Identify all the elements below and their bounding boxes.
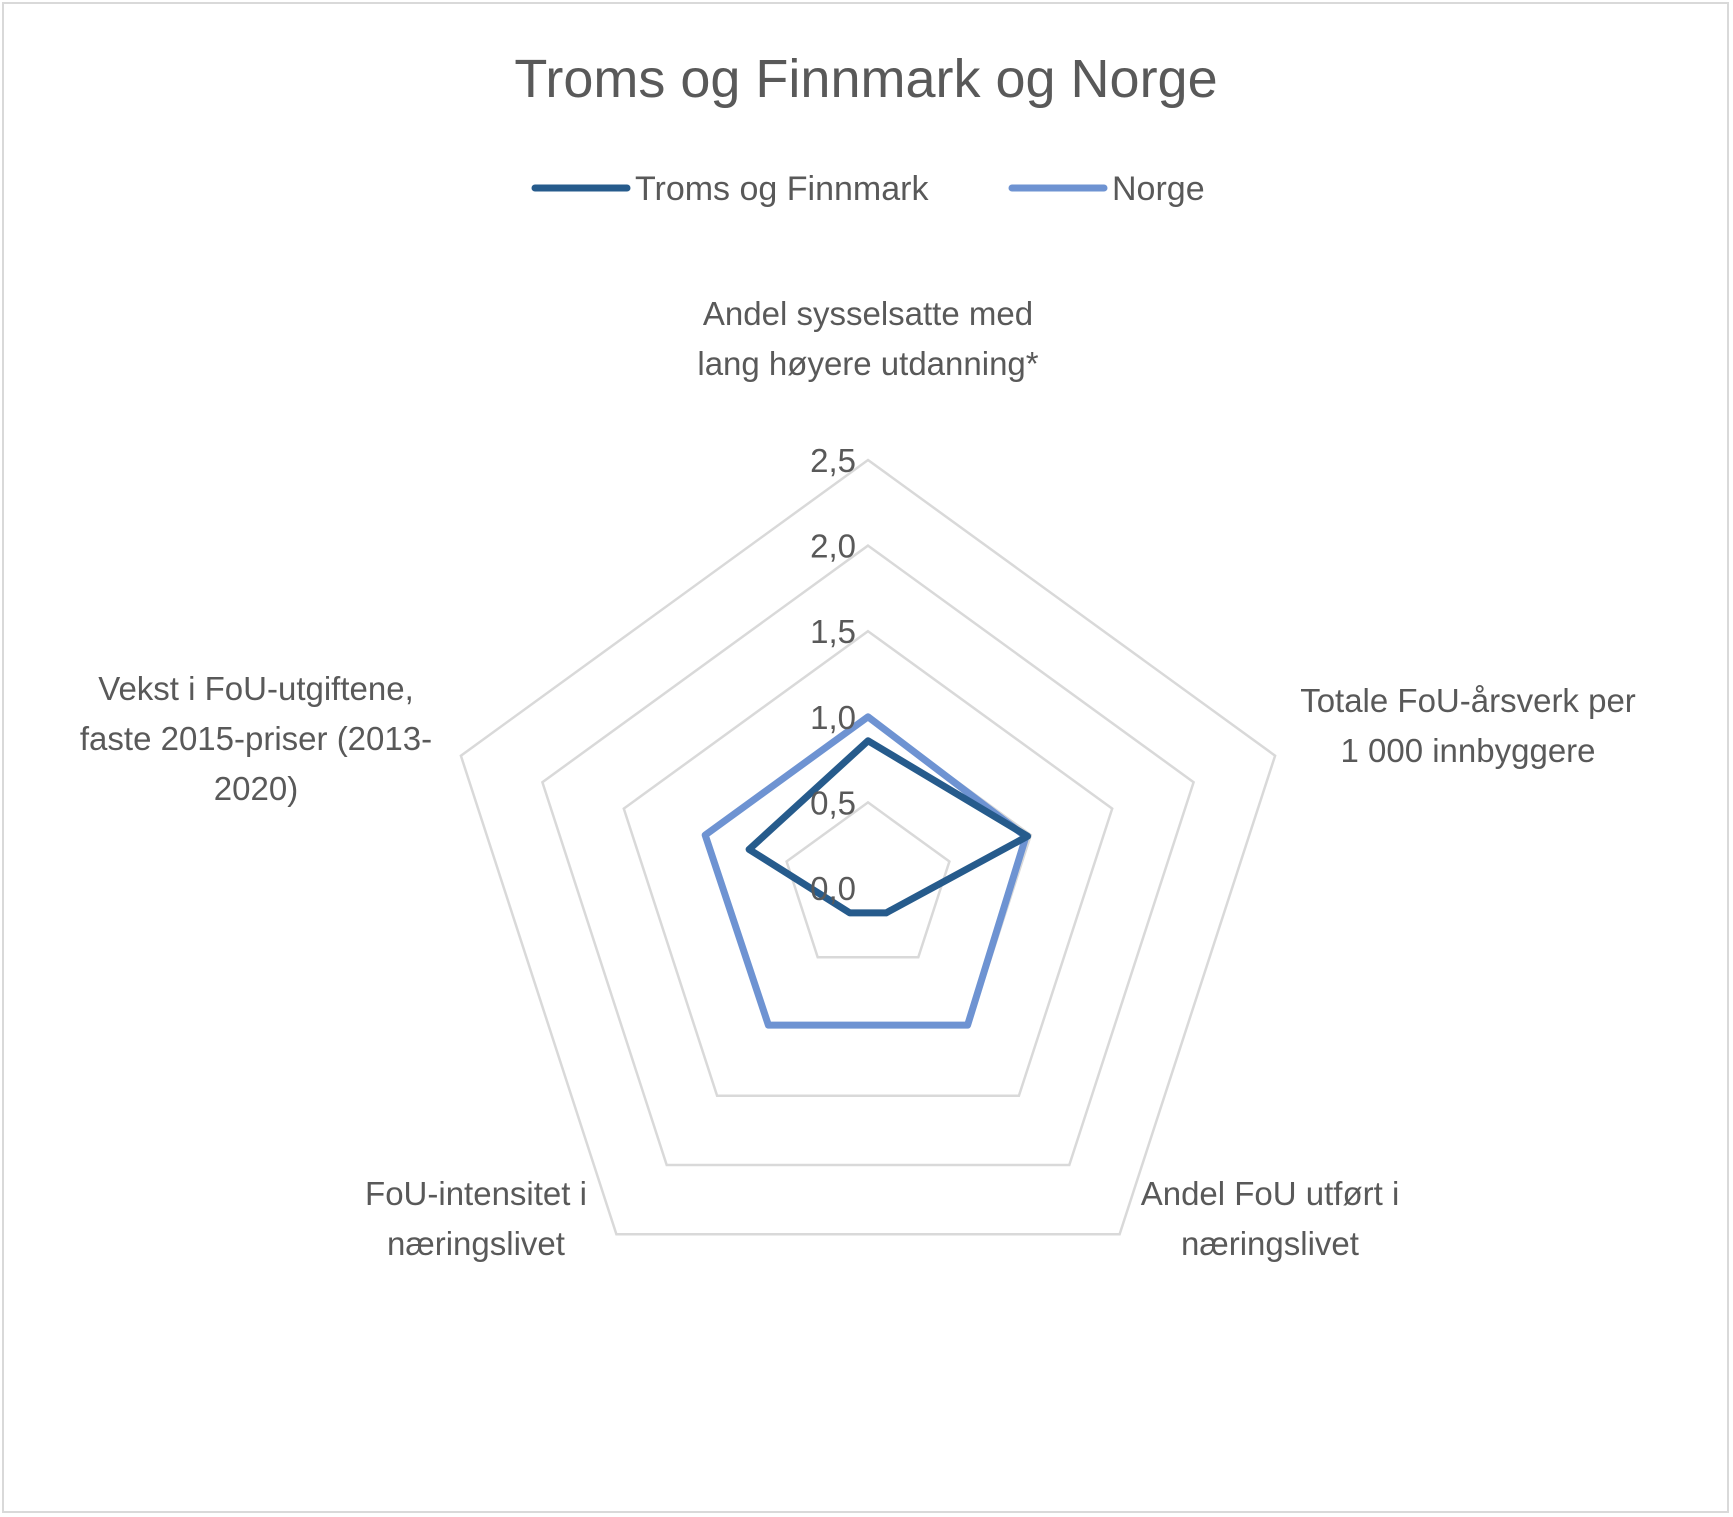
axis-label-2: Andel FoU utført i (1141, 1175, 1400, 1212)
axis-label-0: Andel sysselsatte med (703, 295, 1033, 332)
grid-ring-4 (540, 544, 1196, 1167)
tick-label: 0,5 (810, 784, 856, 821)
tick-label: 1,0 (810, 699, 856, 736)
axis-label-4: Vekst i FoU-utgiftene, (98, 670, 413, 707)
tick-label: 0,0 (810, 870, 856, 907)
axis-label-1: 1 000 innbyggere (1340, 732, 1595, 769)
legend: Troms og Finnmark Norge (531, 170, 1205, 208)
radar-axis-labels: Andel sysselsatte med lang høyere utdanni… (80, 295, 1636, 1262)
legend-item-troms-og-finnmark[interactable]: Troms og Finnmark (531, 170, 929, 208)
tick-label: 1,5 (810, 613, 856, 650)
axis-label-1: Totale FoU-årsverk per (1300, 682, 1636, 719)
radar-grid (459, 458, 1277, 1236)
legend-label-troms-og-finnmark: Troms og Finnmark (635, 170, 929, 208)
tick-label: 2,0 (810, 528, 856, 565)
axis-label-3: FoU-intensitet i (365, 1175, 587, 1212)
grid-ring-3 (622, 629, 1114, 1098)
legend-item-norge[interactable]: Norge (1008, 170, 1205, 208)
legend-label-norge: Norge (1112, 170, 1205, 208)
grid-ring-5 (459, 458, 1277, 1236)
grid-ring-1 (785, 800, 951, 959)
radar-series (701, 713, 1032, 1029)
axis-label-4: faste 2015-priser (2013- (80, 720, 432, 757)
axis-label-0: lang høyere utdanning* (697, 345, 1038, 382)
axis-label-4: 2020) (214, 770, 298, 807)
axis-label-3: næringslivet (387, 1225, 565, 1262)
series-line-norge (701, 713, 1030, 1029)
axis-label-2: næringslivet (1181, 1225, 1359, 1262)
series-line-troms-og-finnmark (745, 737, 1032, 917)
chart-title: Troms og Finnmark og Norge (514, 49, 1217, 109)
radar-tick-labels: 0,0 0,5 1,0 1,5 2,0 2,5 (810, 442, 856, 907)
tick-label: 2,5 (810, 442, 856, 479)
